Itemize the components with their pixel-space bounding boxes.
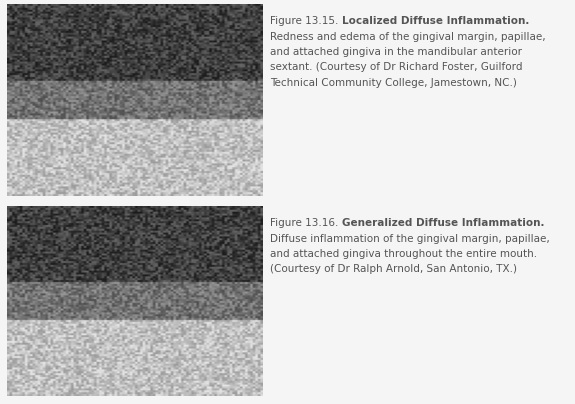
Text: Figure 13.16.: Figure 13.16. [270,218,342,228]
Text: Figure 13.15.: Figure 13.15. [270,16,342,26]
Text: Technical Community College, Jamestown, NC.): Technical Community College, Jamestown, … [270,78,517,88]
Text: sextant. (Courtesy of Dr Richard Foster, Guilford: sextant. (Courtesy of Dr Richard Foster,… [270,62,523,72]
Text: and attached gingiva throughout the entire mouth.: and attached gingiva throughout the enti… [270,249,538,259]
Text: Localized Diffuse Inflammation.: Localized Diffuse Inflammation. [342,16,529,26]
Text: Diffuse inflammation of the gingival margin, papillae,: Diffuse inflammation of the gingival mar… [270,234,550,244]
Text: Generalized Diffuse Inflammation.: Generalized Diffuse Inflammation. [342,218,545,228]
Text: Redness and edema of the gingival margin, papillae,: Redness and edema of the gingival margin… [270,32,546,42]
Text: (Courtesy of Dr Ralph Arnold, San Antonio, TX.): (Courtesy of Dr Ralph Arnold, San Antoni… [270,264,518,274]
Text: and attached gingiva in the mandibular anterior: and attached gingiva in the mandibular a… [270,47,522,57]
